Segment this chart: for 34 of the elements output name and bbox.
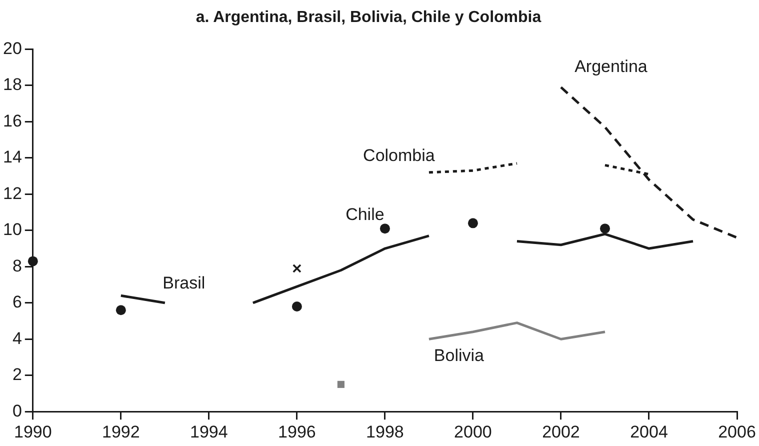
y-tick-label: 6 (12, 292, 22, 312)
x-tick-label: 1996 (278, 422, 316, 442)
series-label: Argentina (574, 56, 648, 76)
y-tick-label: 0 (12, 401, 22, 420)
y-tick-label: 14 (2, 148, 22, 167)
series-label: Bolivia (434, 346, 485, 365)
y-tick-label: 8 (12, 256, 22, 276)
x-tick-label: 2000 (454, 422, 492, 442)
x-tick-label: 2002 (542, 422, 580, 442)
point (337, 380, 344, 388)
y-tick-label: 16 (2, 111, 22, 130)
series-label: Colombia (363, 146, 436, 166)
y-tick-label: 2 (12, 365, 22, 384)
y-tick-label: 18 (2, 75, 22, 94)
x-tick-label: 1994 (190, 422, 228, 442)
point (468, 218, 478, 228)
series-label: Chile (346, 205, 384, 224)
y-tick-label: 10 (2, 220, 22, 240)
y-tick-label: 4 (12, 328, 22, 348)
point (292, 302, 302, 312)
x-tick-label: 1992 (102, 422, 140, 442)
point (380, 224, 390, 234)
y-tick-label: 12 (2, 184, 22, 203)
point (292, 264, 302, 273)
x-tick-label: 2006 (718, 422, 756, 442)
chart-title: a. Argentina, Brasil, Bolivia, Chile y Colombia (196, 9, 542, 26)
x-tick-label: 1990 (14, 422, 52, 442)
point (600, 224, 610, 234)
x-tick-label: 1998 (366, 422, 404, 442)
y-tick-label: 20 (2, 38, 22, 58)
point (28, 256, 38, 266)
point (116, 305, 126, 316)
series-label: Brasil (162, 274, 206, 293)
x-tick-label: 2004 (630, 422, 668, 442)
